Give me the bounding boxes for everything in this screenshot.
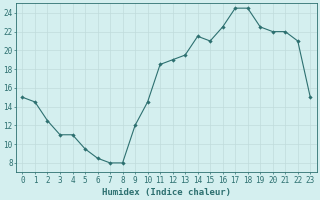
X-axis label: Humidex (Indice chaleur): Humidex (Indice chaleur) <box>102 188 231 197</box>
